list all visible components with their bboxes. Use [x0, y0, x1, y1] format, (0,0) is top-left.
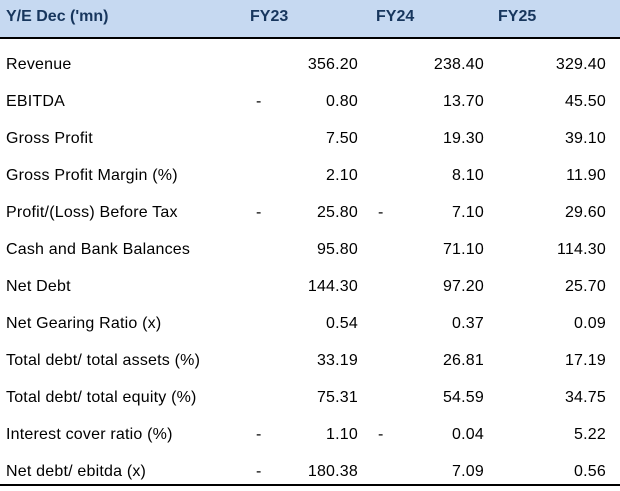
fy23-value: 180.38 — [307, 463, 358, 480]
fy23-value: 0.80 — [326, 93, 358, 110]
fy23-value: 75.31 — [316, 389, 358, 406]
fy23-sign: - — [256, 426, 262, 443]
fy24-sign: - — [378, 426, 384, 443]
fy25-value: 29.60 — [564, 204, 606, 221]
fy23-sign: - — [256, 204, 262, 221]
table-row: EBITDA - 0.80 13.70 45.50 — [0, 84, 620, 121]
table-row: Total debt/ total equity (%) 75.31 54.59 34… — [0, 380, 620, 417]
fy23-value: 2.10 — [326, 167, 358, 184]
table-row: Profit/(Loss) Before Tax - 25.80 - 7.10 29.60 — [0, 195, 620, 232]
fy23-value: 0.54 — [326, 315, 358, 332]
fy24-value: 0.04 — [452, 426, 484, 443]
row-label: Revenue — [6, 56, 72, 73]
table-row: Total debt/ total assets (%) 33.19 26.81 17… — [0, 343, 620, 380]
fy25-value: 11.90 — [566, 167, 606, 184]
fy25-value: 45.50 — [564, 93, 606, 110]
fy24-value: 8.10 — [452, 167, 484, 184]
row-label: Interest cover ratio (%) — [6, 426, 173, 443]
header-fy23: FY23 — [250, 8, 289, 25]
row-label: Cash and Bank Balances — [6, 241, 191, 258]
fy24-value: 7.09 — [452, 463, 484, 480]
row-label: Gross Profit — [6, 130, 93, 147]
fy24-value: 19.30 — [442, 130, 484, 147]
fy25-value: 39.10 — [564, 130, 606, 147]
header-fy25: FY25 — [498, 8, 537, 25]
fy24-value: 26.81 — [442, 352, 484, 369]
table-row: Net Gearing Ratio (x) 0.54 0.37 0.09 — [0, 306, 620, 343]
fy24-value: 238.40 — [433, 56, 484, 73]
fy25-value: 329.40 — [555, 56, 606, 73]
fy24-value: 97.20 — [442, 278, 484, 295]
fy25-value: 34.75 — [564, 389, 606, 406]
table-row: Revenue 356.20 238.40 329.40 — [0, 47, 620, 84]
table-row: Interest cover ratio (%) - 1.10 - 0.04 5.22 — [0, 417, 620, 454]
table-row: Gross Profit 7.50 19.30 39.10 — [0, 121, 620, 158]
header-period: Y/E Dec ('mn) — [6, 8, 109, 25]
fy24-value: 0.37 — [452, 315, 484, 332]
fy23-sign: - — [256, 93, 262, 110]
fy23-value: 1.10 — [326, 426, 358, 443]
fy25-value: 0.09 — [574, 315, 606, 332]
fy25-value: 0.56 — [574, 463, 606, 480]
row-label: Gross Profit Margin (%) — [6, 167, 178, 184]
header-fy24: FY24 — [376, 8, 415, 25]
fy25-value: 5.22 — [574, 426, 606, 443]
fy24-sign: - — [378, 204, 384, 221]
fy23-value: 7.50 — [326, 130, 358, 147]
table-row: Net debt/ ebitda (x) - 180.38 7.09 0.56 — [0, 454, 620, 491]
fy25-value: 17.19 — [564, 352, 606, 369]
fy24-value: 71.10 — [442, 241, 484, 258]
fy24-value: 54.59 — [442, 389, 484, 406]
table-row: Gross Profit Margin (%) 2.10 8.10 11.90 — [0, 158, 620, 195]
table-row: Net Debt 144.30 97.20 25.70 — [0, 269, 620, 306]
row-label: Total debt/ total equity (%) — [6, 389, 197, 406]
fy23-sign: - — [256, 463, 262, 480]
row-label: EBITDA — [6, 93, 65, 110]
row-label: Profit/(Loss) Before Tax — [6, 204, 178, 221]
fy23-value: 95.80 — [316, 241, 358, 258]
table-header: Y/E Dec ('mn) FY23 FY24 FY25 — [0, 0, 620, 37]
fy25-value: 25.70 — [564, 278, 606, 295]
table-bottom-border — [0, 484, 620, 486]
row-label: Net Gearing Ratio (x) — [6, 315, 162, 332]
row-label: Net Debt — [6, 278, 71, 295]
fy25-value: 114.30 — [557, 241, 606, 258]
row-label: Total debt/ total assets (%) — [6, 352, 201, 369]
table-row: Cash and Bank Balances 95.80 71.10 114.30 — [0, 232, 620, 269]
row-label: Net debt/ ebitda (x) — [6, 463, 147, 480]
fy23-value: 356.20 — [307, 56, 358, 73]
header-divider — [0, 37, 620, 39]
fy24-value: 13.70 — [442, 93, 484, 110]
fy23-value: 33.19 — [316, 352, 358, 369]
fy23-value: 144.30 — [307, 278, 358, 295]
fy24-value: 7.10 — [452, 204, 484, 221]
fy23-value: 25.80 — [316, 204, 358, 221]
